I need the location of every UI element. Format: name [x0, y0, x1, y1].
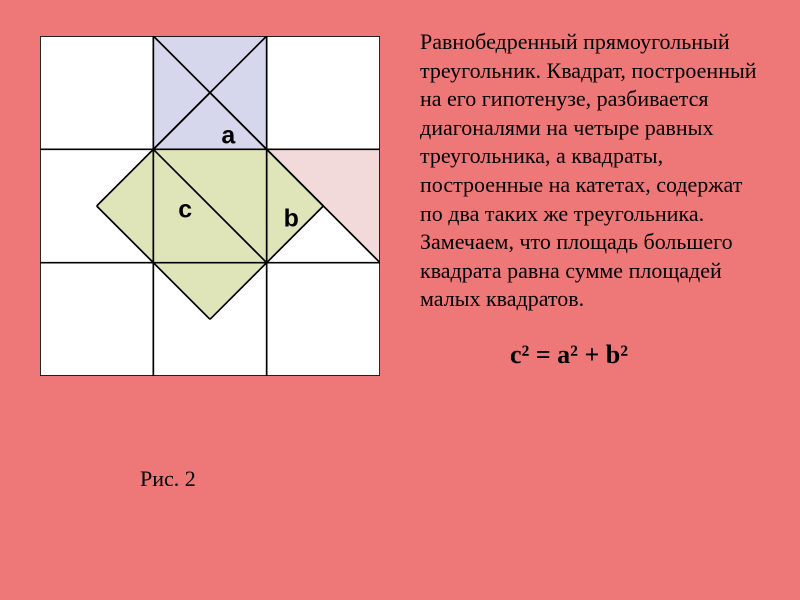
- left-column: a c b Рис. 2: [0, 0, 420, 600]
- right-column: Равнобедренный прямоугольный треугольник…: [420, 0, 800, 600]
- svg-text:a: a: [221, 122, 236, 150]
- pythagoras-diagram: a c b: [40, 36, 380, 376]
- svg-text:c: c: [178, 195, 192, 223]
- svg-text:b: b: [284, 204, 299, 232]
- figure-wrap: a c b: [40, 36, 380, 376]
- figure-caption: Рис. 2: [140, 466, 196, 492]
- page: a c b Рис. 2 Равнобедренный прямоугольный …: [0, 0, 800, 600]
- formula-text: c² = a² + b²: [510, 340, 770, 370]
- description-text: Равнобедренный прямоугольный треугольник…: [420, 28, 770, 314]
